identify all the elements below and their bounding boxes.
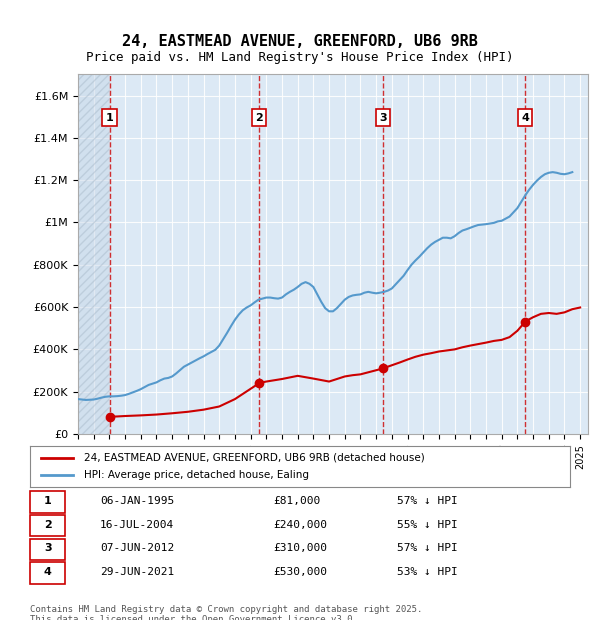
- FancyBboxPatch shape: [30, 515, 65, 536]
- Text: 3: 3: [379, 113, 387, 123]
- Text: 24, EASTMEAD AVENUE, GREENFORD, UB6 9RB: 24, EASTMEAD AVENUE, GREENFORD, UB6 9RB: [122, 34, 478, 49]
- Text: 29-JUN-2021: 29-JUN-2021: [100, 567, 175, 577]
- Text: 55% ↓ HPI: 55% ↓ HPI: [397, 520, 458, 529]
- Bar: [78, 74, 109, 434]
- Text: Price paid vs. HM Land Registry's House Price Index (HPI): Price paid vs. HM Land Registry's House …: [86, 51, 514, 64]
- FancyBboxPatch shape: [30, 539, 65, 560]
- Text: HPI: Average price, detached house, Ealing: HPI: Average price, detached house, Eali…: [84, 471, 309, 480]
- FancyBboxPatch shape: [30, 562, 65, 584]
- Text: Contains HM Land Registry data © Crown copyright and database right 2025.
This d: Contains HM Land Registry data © Crown c…: [30, 604, 422, 620]
- Text: 06-JAN-1995: 06-JAN-1995: [100, 495, 175, 506]
- Text: £81,000: £81,000: [273, 495, 320, 506]
- Text: 53% ↓ HPI: 53% ↓ HPI: [397, 567, 458, 577]
- Text: £310,000: £310,000: [273, 543, 327, 554]
- Text: 4: 4: [44, 567, 52, 577]
- Text: 2: 2: [255, 113, 263, 123]
- Text: 07-JUN-2012: 07-JUN-2012: [100, 543, 175, 554]
- FancyBboxPatch shape: [30, 491, 65, 513]
- Text: 57% ↓ HPI: 57% ↓ HPI: [397, 495, 458, 506]
- Text: 24, EASTMEAD AVENUE, GREENFORD, UB6 9RB (detached house): 24, EASTMEAD AVENUE, GREENFORD, UB6 9RB …: [84, 453, 425, 463]
- Text: 3: 3: [44, 543, 52, 554]
- Text: £240,000: £240,000: [273, 520, 327, 529]
- Text: 16-JUL-2004: 16-JUL-2004: [100, 520, 175, 529]
- Text: £530,000: £530,000: [273, 567, 327, 577]
- Text: 4: 4: [521, 113, 529, 123]
- Text: 57% ↓ HPI: 57% ↓ HPI: [397, 543, 458, 554]
- Text: 1: 1: [44, 495, 52, 506]
- Text: 1: 1: [106, 113, 113, 123]
- Text: 2: 2: [44, 520, 52, 529]
